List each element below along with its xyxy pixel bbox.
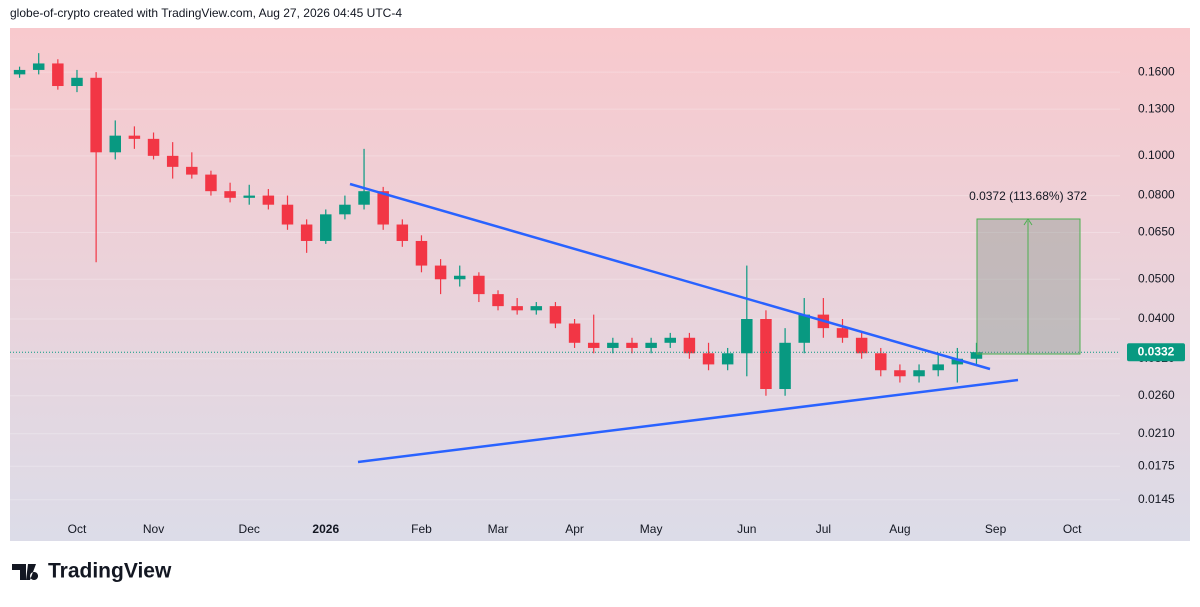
candle-body xyxy=(377,191,389,225)
x-tick-label: Mar xyxy=(488,522,509,536)
candle-body xyxy=(454,275,466,280)
brand: TradingView xyxy=(48,560,172,583)
logo-mark xyxy=(12,564,39,580)
y-tick-label: 0.0260 xyxy=(1138,388,1175,402)
candle-body xyxy=(913,370,925,377)
candle-body xyxy=(339,204,351,215)
candle-body xyxy=(300,224,313,241)
y-tick-label: 0.1300 xyxy=(1138,101,1175,115)
plot-background xyxy=(10,28,1190,541)
candle-body xyxy=(492,294,504,307)
axes: 0.1600 0.1300 0.1000 0.0800 0.0650 0.0500 0.04… xyxy=(68,64,1185,536)
candle-body xyxy=(109,135,121,153)
candle-body xyxy=(932,364,944,371)
candle-body xyxy=(702,353,715,365)
x-tick-label: Dec xyxy=(239,522,260,536)
x-tick-label: Oct xyxy=(1063,522,1082,536)
candle-body xyxy=(320,214,332,241)
x-tick-label: May xyxy=(640,522,663,536)
y-tick-label: 0.0175 xyxy=(1138,458,1175,472)
x-tick-label: Nov xyxy=(143,522,164,536)
y-tick-label: 0.0400 xyxy=(1138,311,1175,325)
y-tick-label: 0.0210 xyxy=(1138,426,1175,440)
candle-body xyxy=(798,314,810,343)
x-tick-label: Oct xyxy=(68,522,87,536)
candle-body xyxy=(147,138,160,156)
candle-body xyxy=(243,195,255,198)
measure-label: 0.0372 (113.68%) 372 xyxy=(969,189,1087,203)
y-tick-label: 0.1600 xyxy=(1138,64,1175,78)
candle-body xyxy=(186,166,198,175)
candle-body xyxy=(473,275,485,295)
x-tick-label: Sep xyxy=(985,522,1007,536)
candle-body xyxy=(224,191,236,198)
candle-body xyxy=(587,342,600,348)
x-tick-label: Apr xyxy=(565,522,584,536)
candle-body xyxy=(721,353,734,365)
candle-body xyxy=(262,195,275,205)
candle-body xyxy=(90,77,102,153)
candle-body xyxy=(664,337,676,343)
x-tick-label: 2026 xyxy=(312,522,339,536)
y-tick-label: 0.0650 xyxy=(1138,225,1175,239)
candle-body xyxy=(396,224,409,241)
candle-body xyxy=(683,337,696,354)
last-price-label: 0.0332 xyxy=(1138,344,1175,358)
candle-body xyxy=(358,191,370,205)
candle-body xyxy=(741,319,753,354)
candle-body xyxy=(645,342,657,348)
x-tick-label: Jun xyxy=(737,522,756,536)
candle-body xyxy=(415,240,428,266)
candle-body xyxy=(970,352,983,359)
last-price-tag xyxy=(1127,343,1185,362)
candle-body xyxy=(281,204,294,225)
candle-body xyxy=(875,353,887,371)
candle-body xyxy=(32,63,45,70)
candle-body xyxy=(779,342,791,390)
candle-body xyxy=(52,63,64,87)
candle-body xyxy=(836,328,849,338)
candle-body xyxy=(530,306,543,311)
candle-body xyxy=(511,306,523,311)
grid xyxy=(10,71,1120,501)
header: globe-of-crypto created with TradingView… xyxy=(10,6,402,20)
trendline-lower xyxy=(357,378,1019,464)
candle-body xyxy=(626,342,638,348)
y-tick-label: 0.1000 xyxy=(1138,148,1175,162)
logo: TradingView xyxy=(12,560,172,583)
candle-body xyxy=(434,265,447,280)
candle-body xyxy=(128,135,141,139)
x-tick-label: Aug xyxy=(889,522,910,536)
y-tick-label: 0.0800 xyxy=(1138,188,1175,202)
trendline-upper xyxy=(349,182,991,371)
candle-body xyxy=(166,155,179,167)
measure-arrow-head xyxy=(1023,218,1033,226)
y-tick-label: 0.0145 xyxy=(1138,492,1175,506)
candle-body xyxy=(549,306,562,324)
candle-body xyxy=(607,342,619,348)
candle-body xyxy=(13,69,26,75)
candle-body xyxy=(568,323,581,343)
y-tick-label: 0.0500 xyxy=(1138,271,1175,285)
x-tick-label: Jul xyxy=(816,522,831,536)
candle-body xyxy=(71,77,83,87)
candle-body xyxy=(894,370,906,377)
candle-body xyxy=(855,337,868,354)
candle-body xyxy=(951,358,964,365)
candle-body xyxy=(205,174,217,192)
x-tick-label: Feb xyxy=(411,522,432,536)
candle-body xyxy=(760,319,772,390)
